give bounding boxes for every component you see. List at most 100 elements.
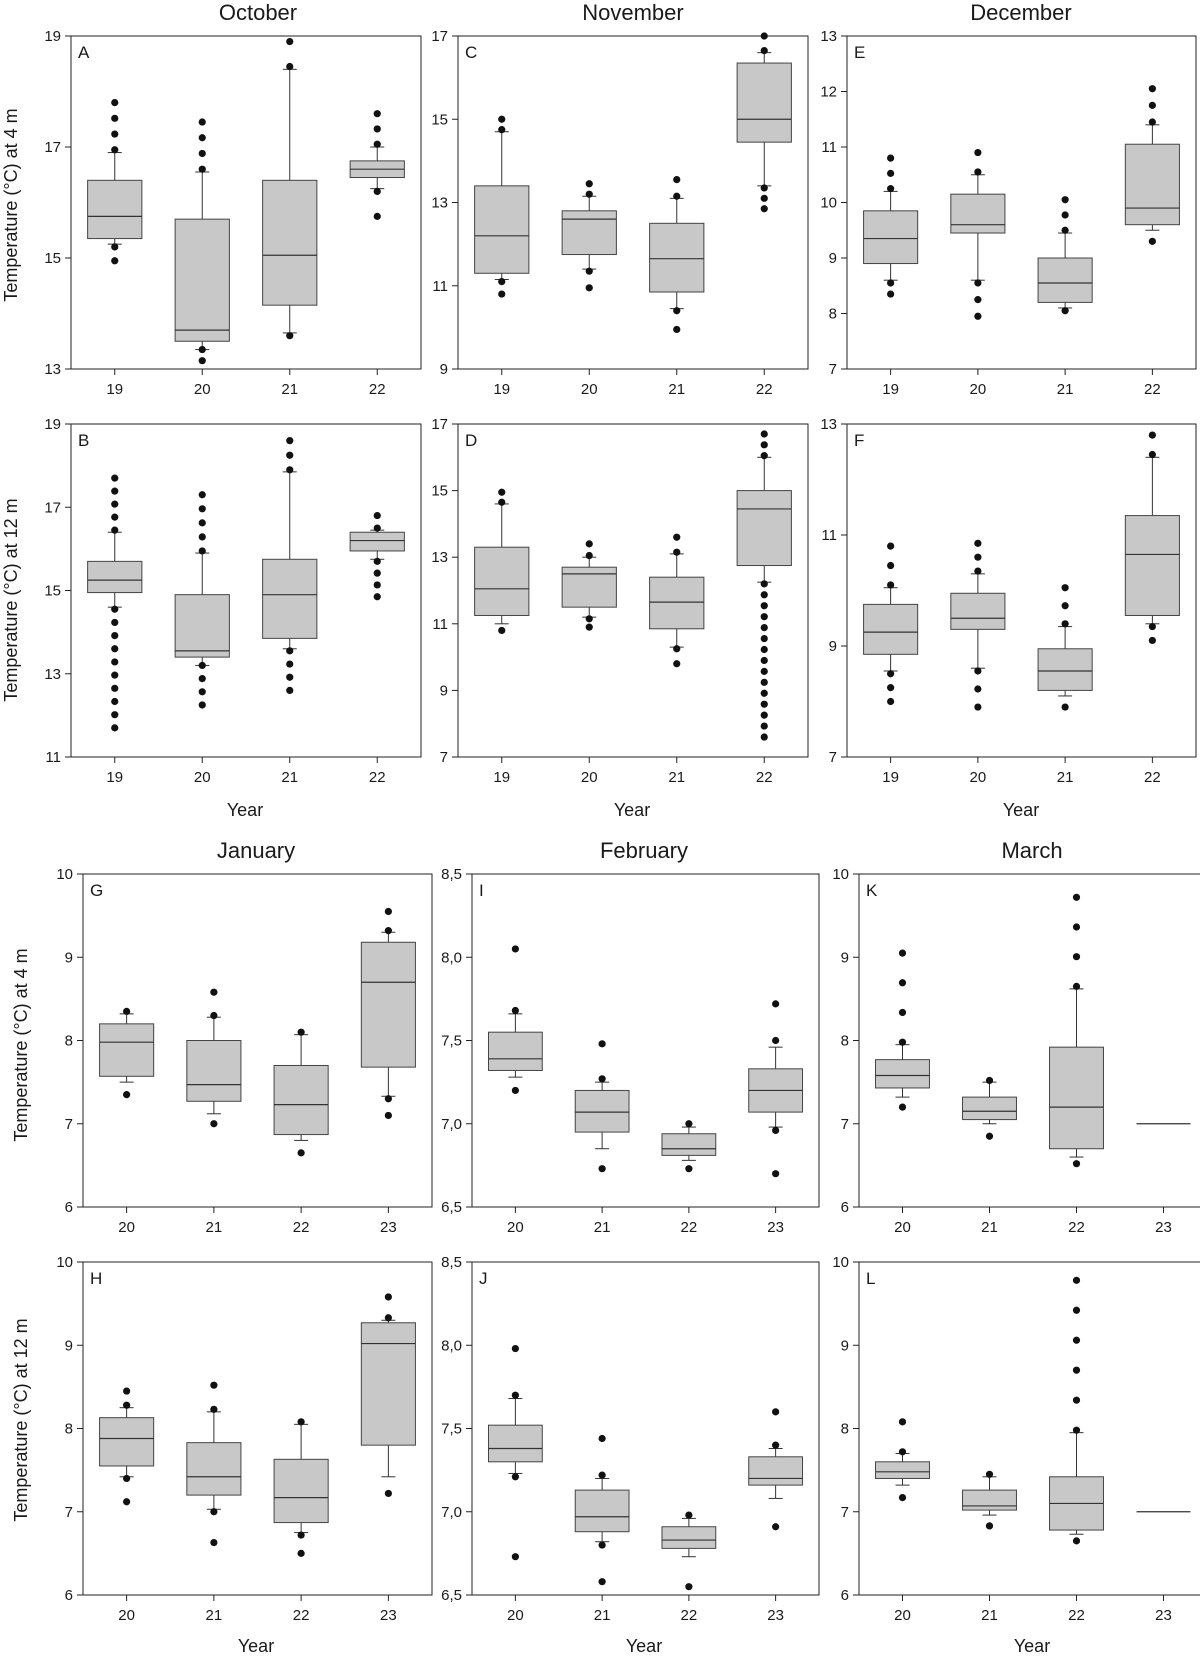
outlier-point [760,624,768,632]
x-tick-label: 23 [380,1219,397,1236]
outlier-point [985,1132,994,1140]
iqr-box [1037,648,1093,691]
y-tick-label: 10 [56,1254,73,1271]
outlier-point [210,1538,218,1547]
outlier-point [887,581,895,589]
outlier-point [887,561,895,570]
iqr-box [360,941,416,1068]
outlier-point [598,1434,606,1443]
outlier-point [198,505,206,513]
y-tick-label: 8 [841,1421,849,1438]
iqr-box [487,1031,543,1071]
y-tick-label: 13 [431,195,448,212]
box-19 [87,474,143,732]
outlier-point [198,491,206,499]
iqr-box [875,1461,930,1479]
outlier-point [760,602,768,610]
outlier-point [511,1086,519,1095]
iqr-box [174,594,230,658]
x-tick-label: 20 [507,1607,524,1624]
box-20 [561,180,617,292]
panel-letter: H [90,1269,102,1288]
outlier-point [974,296,982,304]
outlier-point [1072,982,1081,990]
iqr-box [962,1096,1017,1121]
outlier-point [685,1165,693,1173]
panel-letter: D [465,431,477,450]
x-tick-label: 20 [118,1607,135,1624]
outlier-point [760,184,768,192]
outlier-point [373,187,381,195]
box-20 [950,539,1006,711]
x-tick-label: 22 [756,381,773,398]
x-tick-label: 22 [756,769,773,786]
y-tick-label: 9 [440,361,448,378]
plot-frame [858,1261,1200,1596]
y-tick-label: 8,5 [441,1254,462,1271]
outlier-point [297,1418,305,1426]
outlier-point [198,149,206,158]
y-tick-label: 9 [440,682,448,699]
outlier-point [111,114,119,122]
y-tick-label: 9 [65,949,73,966]
box-21 [262,37,318,340]
y-tick-label: 17 [431,28,448,45]
panel-letter: G [90,881,103,900]
x-tick-label: 22 [293,1607,310,1624]
outlier-point [286,673,294,681]
x-tick-label: 21 [594,1607,611,1624]
outlier-point [1072,953,1081,961]
iqr-box [87,560,143,594]
box-22 [1124,85,1180,245]
y-tick-label: 6 [65,1587,73,1604]
plot-frame [457,423,809,758]
box-21 [649,533,705,668]
outlier-point [1148,118,1156,126]
x-tick-label: 21 [668,381,685,398]
outlier-point [760,689,768,697]
iqr-box [1049,1046,1104,1150]
outlier-point [685,1120,693,1128]
iqr-box [649,576,705,630]
iqr-box [950,592,1006,630]
y-tick-label: 15 [44,583,61,600]
outlier-point [297,1028,305,1036]
outlier-point [286,37,294,46]
outlier-point [898,1418,907,1426]
month-title-november: November [582,0,683,25]
y-tick-label: 19 [44,28,61,45]
outlier-point [1072,893,1081,901]
outlier-point [498,277,506,286]
outlier-point [198,547,206,555]
outlier-point [974,312,982,320]
outlier-point [384,907,392,916]
outlier-point [1072,1160,1081,1168]
box-22 [1049,1276,1104,1545]
outlier-point [898,1103,907,1111]
xlabel-year: Year [227,800,263,820]
outlier-point [760,32,768,40]
box-20 [561,540,617,631]
outlier-point [210,1381,218,1389]
outlier-point [198,345,206,354]
iqr-box [748,1456,804,1486]
y-tick-label: 7 [841,1504,849,1521]
outlier-point [598,1075,606,1083]
outlier-point [760,46,768,55]
iqr-box [950,193,1006,234]
outlier-point [1061,307,1069,315]
iqr-box [736,490,792,567]
iqr-box [474,185,530,274]
y-tick-label: 7,0 [441,1116,462,1133]
y-tick-label: 6 [65,1199,73,1216]
iqr-box [863,210,919,265]
y-tick-label: 7 [829,749,837,766]
x-tick-label: 22 [369,381,386,398]
panel-i: I 6,5 7,0 7,5 8,0 8,5 20 21 22 23 [441,866,820,1236]
outlier-point [111,684,119,692]
outlier-point [1072,1426,1081,1434]
outlier-point [111,513,119,521]
outlier-point [974,148,982,157]
y-tick-label: 15 [431,483,448,500]
